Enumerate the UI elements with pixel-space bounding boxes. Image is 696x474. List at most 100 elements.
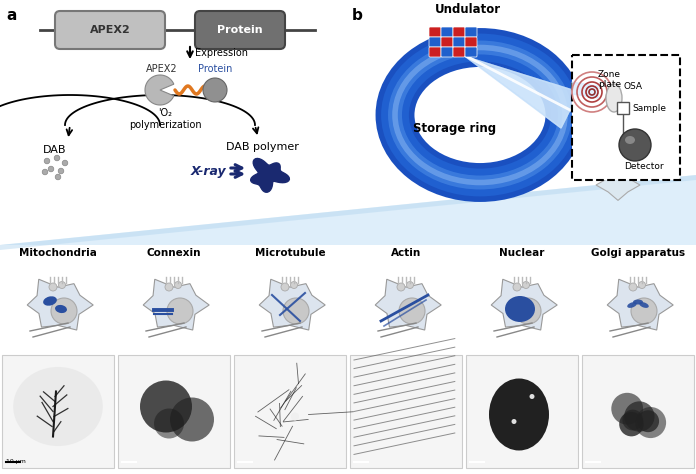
FancyBboxPatch shape	[453, 37, 465, 47]
Text: Expression: Expression	[195, 48, 248, 58]
FancyBboxPatch shape	[441, 47, 453, 57]
FancyBboxPatch shape	[453, 27, 465, 37]
Text: Storage ring: Storage ring	[413, 121, 496, 135]
Circle shape	[51, 298, 77, 324]
Circle shape	[283, 298, 309, 324]
Circle shape	[291, 412, 299, 420]
Polygon shape	[145, 75, 174, 105]
FancyBboxPatch shape	[429, 27, 441, 37]
Circle shape	[42, 169, 48, 175]
Ellipse shape	[43, 296, 57, 306]
Polygon shape	[0, 175, 696, 250]
Ellipse shape	[55, 305, 67, 313]
Text: APEX2: APEX2	[146, 64, 177, 74]
Text: Nuclear: Nuclear	[499, 248, 545, 258]
Circle shape	[45, 158, 50, 164]
Ellipse shape	[606, 84, 622, 112]
Text: OSA: OSA	[624, 82, 643, 91]
Circle shape	[631, 298, 657, 324]
Text: Protein: Protein	[217, 25, 263, 35]
Polygon shape	[259, 279, 325, 330]
Polygon shape	[491, 279, 557, 330]
FancyBboxPatch shape	[582, 355, 694, 468]
Circle shape	[48, 166, 54, 172]
Text: Undulator: Undulator	[435, 3, 501, 16]
Polygon shape	[251, 158, 290, 192]
Circle shape	[637, 410, 659, 432]
Circle shape	[397, 283, 405, 291]
Circle shape	[530, 394, 535, 399]
FancyBboxPatch shape	[441, 27, 453, 37]
Circle shape	[203, 78, 227, 102]
Text: APEX2: APEX2	[90, 25, 130, 35]
FancyBboxPatch shape	[465, 37, 477, 47]
Ellipse shape	[13, 367, 103, 446]
Ellipse shape	[639, 302, 649, 308]
Circle shape	[622, 410, 643, 430]
Text: 10 µm: 10 µm	[6, 459, 26, 464]
Circle shape	[513, 283, 521, 291]
Polygon shape	[607, 279, 673, 330]
Circle shape	[406, 282, 413, 289]
Text: Mitochondria: Mitochondria	[19, 248, 97, 258]
Circle shape	[167, 298, 193, 324]
Circle shape	[512, 419, 516, 424]
Circle shape	[611, 393, 643, 425]
Circle shape	[49, 283, 57, 291]
Circle shape	[170, 398, 214, 441]
FancyBboxPatch shape	[429, 47, 441, 57]
FancyBboxPatch shape	[234, 355, 346, 468]
Polygon shape	[27, 279, 93, 330]
Circle shape	[58, 282, 65, 289]
Circle shape	[629, 283, 637, 291]
FancyBboxPatch shape	[441, 37, 453, 47]
Text: DAB: DAB	[43, 145, 67, 155]
FancyBboxPatch shape	[617, 102, 629, 114]
Circle shape	[62, 160, 68, 166]
Ellipse shape	[633, 300, 643, 304]
Polygon shape	[462, 54, 579, 128]
Text: Connexin: Connexin	[147, 248, 201, 258]
Circle shape	[515, 298, 541, 324]
FancyBboxPatch shape	[465, 47, 477, 57]
Text: Actin: Actin	[391, 248, 421, 258]
Ellipse shape	[627, 302, 637, 308]
Text: Microtubule: Microtubule	[255, 248, 325, 258]
Polygon shape	[0, 175, 696, 245]
Text: Protein: Protein	[198, 64, 232, 74]
Circle shape	[624, 401, 654, 432]
FancyBboxPatch shape	[2, 355, 114, 468]
Ellipse shape	[625, 136, 635, 144]
Circle shape	[281, 283, 289, 291]
FancyBboxPatch shape	[350, 355, 462, 468]
Circle shape	[165, 283, 173, 291]
Text: 'O₂
polymerization: 'O₂ polymerization	[129, 108, 201, 129]
Text: DAB polymer: DAB polymer	[226, 142, 299, 152]
Polygon shape	[596, 170, 640, 201]
Ellipse shape	[489, 379, 549, 450]
FancyBboxPatch shape	[55, 11, 165, 49]
Circle shape	[54, 155, 60, 161]
FancyBboxPatch shape	[195, 11, 285, 49]
Circle shape	[55, 174, 61, 180]
Polygon shape	[572, 82, 598, 98]
Ellipse shape	[505, 296, 535, 322]
Text: Zone
plate: Zone plate	[598, 70, 621, 90]
Circle shape	[290, 282, 297, 289]
Text: X-ray: X-ray	[191, 164, 226, 177]
FancyBboxPatch shape	[118, 355, 230, 468]
Text: Golgi apparatus: Golgi apparatus	[591, 248, 685, 258]
Circle shape	[619, 412, 644, 437]
Polygon shape	[462, 54, 579, 128]
FancyBboxPatch shape	[572, 55, 680, 180]
Circle shape	[399, 298, 425, 324]
Polygon shape	[143, 279, 209, 330]
Circle shape	[638, 282, 645, 289]
Text: b: b	[352, 8, 363, 23]
Text: Detector: Detector	[624, 162, 663, 171]
FancyBboxPatch shape	[465, 27, 477, 37]
FancyBboxPatch shape	[466, 355, 578, 468]
Circle shape	[58, 168, 64, 174]
Polygon shape	[375, 279, 441, 330]
Circle shape	[175, 282, 182, 289]
